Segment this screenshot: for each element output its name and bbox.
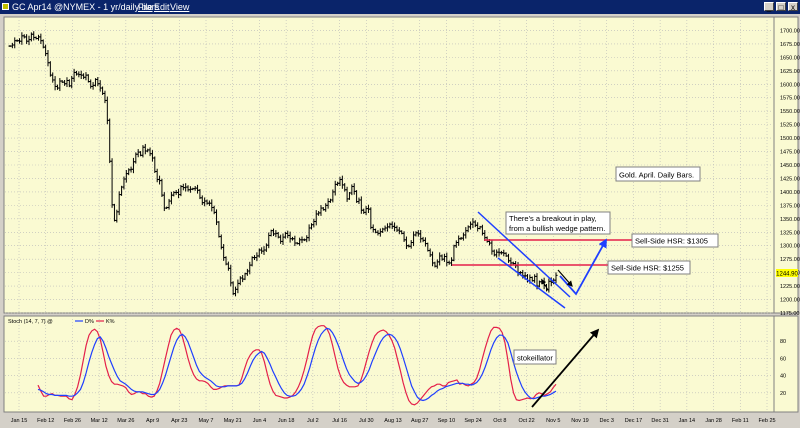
y-tick-label: 1500.00 [780,136,800,142]
x-tick-label: Oct 22 [518,418,534,424]
x-tick-label: Jan 14 [679,418,696,424]
stoch-axis-strip [773,315,799,413]
menu-file[interactable]: File [138,2,153,12]
y-tick-label: 1375.00 [780,203,800,209]
window-title: GC Apr14 @NYMEX - 1 yr/daily bars [12,2,160,12]
x-tick-label: Jun 4 [253,418,266,424]
stochastic-panel [3,315,775,413]
legend-d-label: D% [85,319,94,325]
x-tick-label: Dec 3 [600,418,614,424]
ohlc-bars [8,31,558,297]
y-tick-label: 1225.00 [780,284,800,290]
x-tick-label: Jul 2 [307,418,319,424]
wedge-lower-line [497,257,566,309]
stochastic-lines [37,325,557,406]
y-tick-label: 1550.00 [780,109,800,115]
stoch-d-line [37,327,557,402]
price-grid [5,17,773,314]
y-tick-label: 1200.00 [780,298,800,304]
title-annotation-box [615,166,701,182]
app-icon [2,3,9,10]
x-tick-label: Sep 24 [464,418,481,424]
x-tick-label: Nov 5 [546,418,560,424]
y-tick-label: 1275.00 [780,257,800,263]
stoch-y-axis: 20 40 60 80 [780,339,786,397]
pullback-arrow [557,269,573,287]
y-tick-label: 1700.00 [780,28,800,34]
date-axis: Jan 15 Feb 12 Feb 26 Mar 12 Mar 26 Apr 9 Apr 2… [11,418,776,424]
stokeillator-box [513,349,557,365]
hsr-1305-box [631,233,719,248]
hsr-1255-box [607,260,691,275]
title-bar: GC Apr14 @NYMEX - 1 yr/daily bars File E… [0,0,800,14]
hsr-1255-label: Sell-Side HSR: $1255 [611,264,684,273]
y-tick-label: 1450.00 [780,163,800,169]
y-tick-label: 1575.00 [780,96,800,102]
projection-arrow [559,238,607,296]
stoch-grid [5,316,773,412]
breakout-pointer [541,279,549,291]
x-tick-label: Aug 27 [411,418,428,424]
wedge-upper-line [477,211,571,298]
x-tick-label: Jan 28 [705,418,722,424]
y-tick-label: 60 [780,356,786,362]
y-tick-label: 1300.00 [780,244,800,250]
menu-view[interactable]: View [170,2,190,12]
x-tick-label: May 7 [199,418,214,424]
x-tick-label: Jul 30 [359,418,374,424]
hsr-1305-label: Sell-Side HSR: $1305 [635,237,708,246]
y-tick-label: 1175.00 [780,311,799,317]
x-tick-label: Sep 10 [438,418,455,424]
y-tick-label: 1650.00 [780,55,800,61]
menu-edit[interactable]: Edit [154,2,170,12]
minimize-button[interactable]: _ [764,2,774,12]
stoch-uptrend-arrow [531,328,600,408]
stoch-indicator-label: Stoch (14, 7, 7) @ [8,319,53,325]
x-tick-label: Mar 12 [91,418,108,424]
x-tick-label: Aug 13 [384,418,401,424]
x-tick-label: Apr 23 [171,418,187,424]
y-tick-label: 1625.00 [780,69,800,75]
y-tick-label: 40 [780,374,786,380]
y-tick-label: 1350.00 [780,217,800,223]
x-tick-label: Feb 11 [732,418,749,424]
x-tick-label: Feb 25 [758,418,775,424]
close-button[interactable]: x [788,2,798,12]
last-price-label: 1244.90 [776,272,798,278]
x-tick-label: Jan 15 [11,418,28,424]
x-tick-label: May 21 [224,418,242,424]
x-tick-label: Dec 17 [625,418,642,424]
x-tick-label: Feb 12 [37,418,54,424]
maximize-button[interactable]: □ [776,2,786,12]
x-tick-label: Apr 9 [146,418,159,424]
y-tick-label: 1400.00 [780,190,800,196]
y-tick-label: 1600.00 [780,82,800,88]
ohlc-bar [554,272,558,284]
y-tick-label: 1525.00 [780,123,800,129]
breakout-annotation-box [505,211,611,235]
breakout-note-line-2: from a bullish wedge pattern. [509,224,605,233]
breakout-note-line-1: There's a breakout in play, [509,214,597,223]
y-tick-label: 1325.00 [780,230,800,236]
x-tick-label: Oct 8 [493,418,506,424]
y-tick-label: 80 [780,339,786,345]
x-tick-label: Nov 19 [571,418,588,424]
x-tick-label: Dec 31 [651,418,668,424]
last-price-tag [776,269,798,277]
stokeillator-label: stokeillator [517,354,553,363]
chart-annotation-title: Gold. April. Daily Bars. [619,171,694,180]
y-tick-label: 1475.00 [780,150,800,156]
legend-k-label: K% [106,319,115,325]
price-chart: 1175.001200.001225.001250.001275.001300.… [3,16,800,424]
y-tick-label: 1675.00 [780,42,800,48]
x-tick-label: Jun 18 [278,418,295,424]
price-axis-strip [773,16,799,314]
x-tick-label: Mar 26 [117,418,134,424]
y-tick-label: 20 [780,391,786,397]
x-tick-label: Jul 16 [332,418,347,424]
x-tick-label: Feb 26 [64,418,81,424]
y-tick-label: 1425.00 [780,176,800,182]
